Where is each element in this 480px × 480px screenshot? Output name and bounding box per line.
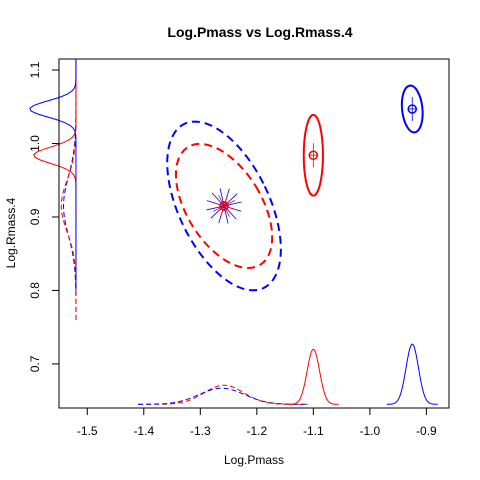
x-tick-label: -1.1: [303, 424, 324, 438]
data-point: [308, 150, 319, 161]
data-point: [219, 201, 229, 211]
x-tick-label: -1.4: [133, 424, 154, 438]
y-tick-label: 1.0: [28, 135, 42, 152]
ellipse: [174, 142, 274, 269]
data-point: [407, 104, 418, 114]
chart-title: Log.Pmass vs Log.Rmass.4: [167, 24, 352, 40]
ellipse: [166, 120, 282, 292]
plot-frame: [58, 58, 450, 409]
x-density-curve: [287, 348, 339, 405]
y-tick-label: 0.8: [28, 282, 42, 299]
x-axis-label: Log.Pmass: [224, 453, 284, 467]
y-axis: 0.7 0.8 0.9 1.0 1.1: [28, 61, 60, 372]
plot-layer: [29, 59, 438, 405]
x-tick-label: -1.3: [190, 424, 211, 438]
y-tick-label: 0.7: [28, 355, 42, 372]
x-density-curve: [386, 343, 438, 405]
point-whisker: [212, 201, 236, 211]
x-tick-label: -1.5: [77, 424, 98, 438]
y-axis-label: Log.Rmass.4: [4, 197, 18, 268]
x-density-curve: [138, 384, 308, 405]
y-tick-label: 0.9: [28, 208, 42, 225]
y-density-curve: [60, 59, 77, 320]
ellipse: [302, 113, 324, 197]
ellipse: [400, 84, 424, 134]
x-tick-label: -1.2: [246, 424, 267, 438]
y-density-curve: [63, 59, 77, 320]
x-density-curve: [138, 387, 308, 405]
x-tick-label: -0.9: [416, 424, 437, 438]
y-tick-label: 1.1: [28, 61, 42, 78]
x-axis: -1.5 -1.4 -1.3 -1.2 -1.1 -1.0 -0.9: [77, 407, 437, 438]
x-tick-label: -1.0: [360, 424, 381, 438]
y-density-curve: [33, 59, 77, 291]
